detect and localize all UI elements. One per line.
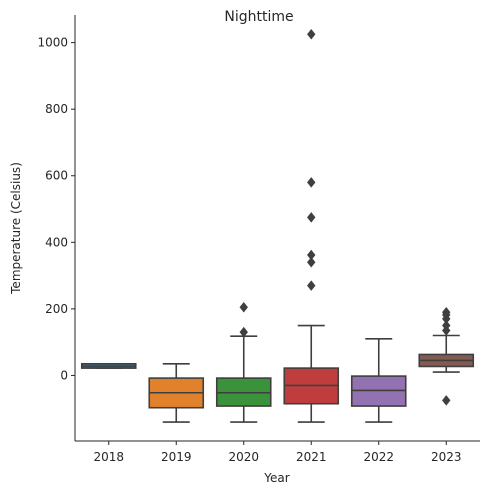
x-tick-label-2019: 2019 <box>161 450 192 464</box>
outlier-2021-4 <box>307 177 316 188</box>
y-tick-label-400: 400 <box>45 235 68 249</box>
x-axis: 2018 2019 2020 2021 2022 2023 <box>93 441 462 464</box>
y-tick-label-800: 800 <box>45 102 68 116</box>
x-tick-label-2023: 2023 <box>431 450 462 464</box>
y-tick-label-0: 0 <box>60 368 68 382</box>
box-2022 <box>350 338 407 423</box>
x-axis-label: Year <box>263 471 289 485</box>
chart-title: Nighttime <box>224 9 293 25</box>
y-axis-label: Temperature (Celsius) <box>9 162 23 295</box>
outlier-2021-2 <box>307 249 316 261</box>
x-tick-label-2018: 2018 <box>93 450 124 464</box>
outlier-2023-0 <box>442 395 451 406</box>
outlier-2021-5 <box>307 29 316 40</box>
box-2018 <box>80 362 137 369</box>
y-tick-label-1000: 1000 <box>37 36 68 50</box>
y-tick-label-600: 600 <box>45 169 68 183</box>
outlier-2021-0 <box>307 280 316 291</box>
box-series <box>80 29 475 423</box>
box-2019 <box>148 362 205 423</box>
y-axis: 0 200 400 600 800 1000 <box>37 36 75 382</box>
outlier-2020-1 <box>239 301 248 313</box>
box-2023 <box>418 306 475 406</box>
outlier-2021-1 <box>307 257 316 268</box>
box-2020 <box>215 301 272 423</box>
outlier-2023-2 <box>442 320 451 331</box>
outlier-2023-5 <box>442 306 451 318</box>
x-tick-label-2020: 2020 <box>228 450 259 464</box>
outlier-2020-0 <box>239 326 248 338</box>
box-2021 <box>283 29 340 423</box>
y-tick-label-200: 200 <box>45 302 68 316</box>
x-tick-label-2021: 2021 <box>296 450 327 464</box>
x-tick-label-2022: 2022 <box>363 450 394 464</box>
outlier-2021-3 <box>307 212 316 223</box>
